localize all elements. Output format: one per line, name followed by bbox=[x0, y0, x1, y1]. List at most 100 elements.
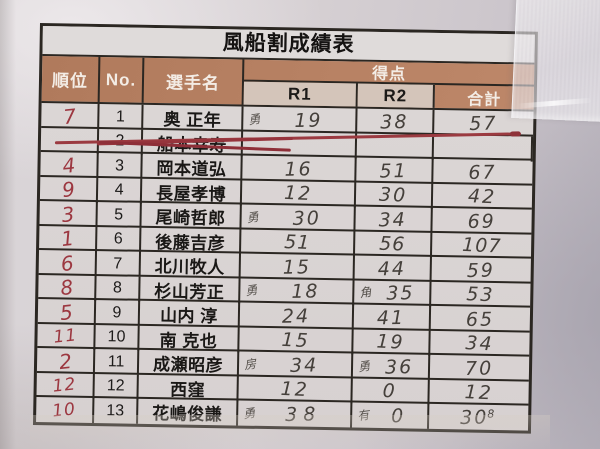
player-number: 10 bbox=[107, 328, 126, 346]
r2-score: 0 bbox=[391, 404, 406, 427]
handwritten-rank: 6 bbox=[59, 250, 75, 276]
rank-cell: 1 bbox=[39, 225, 98, 252]
tape-strip bbox=[511, 0, 600, 122]
name-cell: 西窪 bbox=[138, 374, 239, 402]
handwritten-mark: 勇 bbox=[242, 405, 257, 421]
r2-score: 19 bbox=[376, 330, 406, 354]
r2-score-cell: 34 bbox=[355, 206, 433, 233]
r2-score-cell: 56 bbox=[354, 231, 433, 258]
player-name: 南 克也 bbox=[159, 330, 218, 351]
name-cell: 奥 正年 bbox=[143, 104, 244, 132]
handwritten-rank: 11 bbox=[52, 325, 79, 348]
handwritten-mark: 房 bbox=[243, 356, 258, 372]
rank-cell: 12 bbox=[36, 372, 95, 399]
no-cell: 12 bbox=[94, 373, 139, 400]
no-cell: 1 bbox=[99, 104, 144, 130]
total-correction: 8 bbox=[487, 406, 497, 421]
r1-score-cell: 房 34 bbox=[238, 351, 354, 379]
name-cell: 岡本道弘 bbox=[142, 153, 243, 181]
total-score: 53 bbox=[466, 283, 496, 307]
rank-cell: 7 bbox=[41, 103, 100, 130]
r1-score-cell: 15 bbox=[239, 327, 354, 355]
total-cell: 59 bbox=[432, 257, 531, 284]
header-r1: R1 bbox=[243, 81, 358, 107]
total-cell: 34 bbox=[430, 330, 529, 357]
r1-score-cell: 15 bbox=[240, 253, 355, 281]
r1-score: 24 bbox=[281, 304, 311, 328]
player-name: 長屋孝博 bbox=[155, 183, 227, 204]
r1-score-cell: 勇 38 bbox=[238, 400, 353, 428]
no-cell: 7 bbox=[96, 251, 142, 277]
r2-score-cell: 勇 36 bbox=[352, 353, 431, 380]
no-cell: 6 bbox=[97, 226, 142, 253]
no-cell: 11 bbox=[94, 349, 140, 375]
handwritten-rank: 8 bbox=[58, 274, 74, 301]
header-r2: R2 bbox=[357, 83, 435, 108]
total-score: 65 bbox=[466, 307, 495, 331]
no-cell: 10 bbox=[95, 324, 140, 351]
r1-score-cell: 勇 18 bbox=[240, 278, 355, 306]
rank-cell: 9 bbox=[39, 176, 99, 203]
total-score: 42 bbox=[467, 185, 498, 209]
handwritten-mark: 有 bbox=[356, 407, 371, 423]
r2-score: 41 bbox=[377, 306, 406, 329]
r1-score-cell: 12 bbox=[241, 180, 357, 208]
total-cell: 42 bbox=[433, 183, 532, 210]
name-cell: 杉山芳正 bbox=[140, 276, 241, 304]
total-score: 308 bbox=[459, 406, 497, 429]
rank-cell: 4 bbox=[40, 152, 99, 179]
name-cell: 山内 淳 bbox=[139, 300, 241, 328]
total-score: 69 bbox=[467, 210, 497, 233]
r2-score: 34 bbox=[378, 208, 408, 231]
r1-score: 12 bbox=[283, 181, 313, 206]
r1-score-cell: 16 bbox=[242, 155, 357, 183]
player-name: 岡本道弘 bbox=[156, 159, 227, 180]
r1-score: 38 bbox=[284, 402, 322, 426]
player-name: 西窪 bbox=[169, 379, 206, 400]
r1-score: 30 bbox=[292, 206, 321, 230]
r1-score: 19 bbox=[294, 108, 323, 132]
total-score: 70 bbox=[465, 356, 494, 380]
player-name: 奥 正年 bbox=[163, 110, 222, 131]
total-cell: 308 bbox=[429, 404, 528, 431]
r2-score: 38 bbox=[380, 110, 410, 133]
handwritten-mark: 勇 bbox=[245, 209, 260, 225]
total-score: 107 bbox=[461, 233, 502, 258]
handwritten-mark: 勇 bbox=[244, 282, 259, 299]
rank-cell: 6 bbox=[38, 250, 98, 277]
name-cell: 長屋孝博 bbox=[141, 178, 243, 206]
total-cell: 67 bbox=[433, 159, 532, 186]
handwritten-rank: 2 bbox=[57, 348, 73, 374]
total-score: 57 bbox=[469, 112, 499, 135]
r1-score-cell: 勇 30 bbox=[241, 204, 356, 232]
player-number: 8 bbox=[112, 279, 122, 297]
rank-cell: 2 bbox=[36, 348, 96, 375]
r1-score: 15 bbox=[282, 255, 312, 279]
r1-score: 16 bbox=[284, 157, 313, 181]
no-cell: 4 bbox=[97, 177, 143, 204]
handwritten-mark: 角 bbox=[358, 284, 373, 301]
total-score: 59 bbox=[466, 258, 496, 282]
no-cell: 8 bbox=[96, 275, 141, 302]
player-number: 11 bbox=[107, 352, 125, 371]
player-name: 山内 淳 bbox=[159, 306, 218, 327]
r2-score-cell: 38 bbox=[357, 108, 435, 135]
player-number: 6 bbox=[113, 230, 123, 248]
player-number: 5 bbox=[114, 205, 124, 223]
name-cell: 北川牧人 bbox=[140, 251, 242, 279]
r2-score: 30 bbox=[378, 183, 409, 207]
r2-score: 56 bbox=[379, 232, 407, 256]
player-number: 1 bbox=[115, 107, 125, 125]
r2-score: 0 bbox=[382, 379, 398, 403]
handwritten-rank: 12 bbox=[51, 374, 78, 397]
total-cell: 65 bbox=[431, 306, 530, 333]
r2-score-cell: 30 bbox=[355, 182, 434, 209]
no-cell: 9 bbox=[95, 300, 141, 326]
player-name: 成瀬昭彦 bbox=[152, 355, 224, 376]
r2-score: 51 bbox=[379, 159, 409, 182]
r2-score: 35 bbox=[386, 282, 416, 305]
name-cell: 成瀬昭彦 bbox=[138, 349, 240, 377]
handwritten-rank: 4 bbox=[60, 152, 77, 178]
